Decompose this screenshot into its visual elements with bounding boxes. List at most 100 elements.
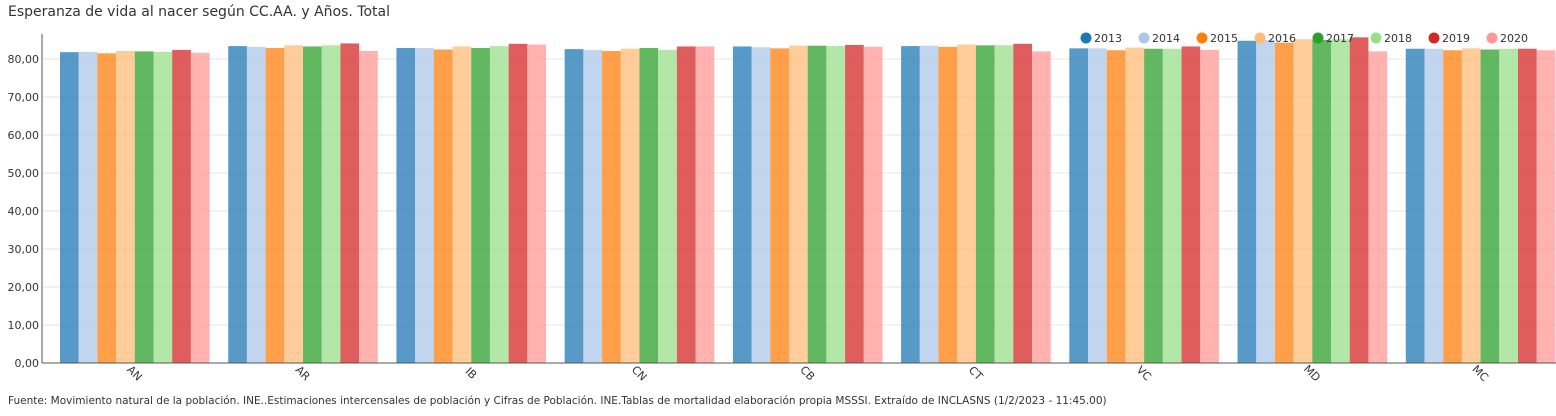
bar-CT-2015 bbox=[938, 46, 958, 364]
y-tick-label: 50,00 bbox=[8, 167, 40, 180]
bar-CB-2015 bbox=[770, 48, 789, 364]
bar-MC-2017 bbox=[1480, 49, 1500, 363]
y-tick-label: 20,00 bbox=[8, 281, 40, 294]
bar-MC-2013 bbox=[1405, 48, 1425, 364]
legend-label: 2014 bbox=[1152, 32, 1180, 45]
y-tick-label: 60,00 bbox=[8, 129, 40, 142]
legend-swatch bbox=[1080, 32, 1092, 44]
chart-source: Fuente: Movimiento natural de la poblaci… bbox=[8, 395, 1107, 407]
y-tick-label: 70,00 bbox=[8, 91, 40, 104]
legend-label: 2019 bbox=[1442, 32, 1470, 45]
y-tick-label: 80,00 bbox=[8, 53, 40, 66]
legend-swatch bbox=[1486, 32, 1498, 44]
bar-AN-2013 bbox=[60, 52, 79, 363]
bar-AN-2014 bbox=[78, 51, 98, 363]
bar-MC-2015 bbox=[1443, 50, 1462, 363]
x-tick-label: IB bbox=[462, 365, 479, 382]
bar-CB-2013 bbox=[732, 46, 752, 364]
legend-label: 2015 bbox=[1210, 32, 1238, 45]
bar-MD-2018 bbox=[1331, 39, 1350, 364]
bar-VC-2013 bbox=[1069, 48, 1089, 364]
bar-MC-2014 bbox=[1424, 48, 1444, 364]
legend-label: 2013 bbox=[1094, 32, 1122, 45]
bar-CT-2020 bbox=[1032, 51, 1051, 364]
bar-CT-2019 bbox=[1013, 43, 1033, 364]
legend-swatch bbox=[1196, 32, 1208, 44]
bar-MD-2020 bbox=[1368, 51, 1388, 364]
legend-swatch bbox=[1254, 32, 1266, 44]
bar-AR-2017 bbox=[303, 46, 322, 364]
bar-CN-2019 bbox=[676, 46, 696, 364]
bar-VC-2015 bbox=[1106, 50, 1126, 363]
bar-CB-2014 bbox=[751, 47, 771, 363]
legend-label: 2020 bbox=[1500, 32, 1528, 45]
bar-IB-2019 bbox=[508, 43, 528, 364]
x-tick-label: MC bbox=[1470, 363, 1492, 385]
bar-AR-2014 bbox=[246, 46, 266, 364]
bar-AN-2017 bbox=[134, 51, 154, 364]
bar-MD-2017 bbox=[1312, 40, 1332, 363]
x-tick-label: CT bbox=[966, 364, 986, 384]
bar-AN-2020 bbox=[190, 52, 210, 364]
bar-MC-2019 bbox=[1517, 48, 1537, 364]
bar-IB-2016 bbox=[452, 46, 472, 364]
bar-MC-2016 bbox=[1461, 48, 1481, 364]
bar-MD-2013 bbox=[1237, 40, 1257, 363]
bar-VC-2020 bbox=[1200, 49, 1219, 363]
bar-AN-2019 bbox=[172, 49, 191, 363]
bar-VC-2016 bbox=[1125, 47, 1145, 363]
bar-CB-2019 bbox=[845, 44, 864, 363]
bar-CB-2017 bbox=[807, 45, 827, 363]
x-tick-label: AN bbox=[124, 363, 144, 383]
bar-CT-2017 bbox=[975, 45, 995, 363]
legend-label: 2016 bbox=[1268, 32, 1296, 45]
legend-swatch bbox=[1312, 32, 1324, 44]
bar-CN-2017 bbox=[639, 47, 659, 363]
bar-VC-2014 bbox=[1088, 48, 1107, 364]
bar-MC-2018 bbox=[1499, 48, 1518, 364]
bar-AN-2016 bbox=[116, 51, 135, 364]
bar-CN-2015 bbox=[602, 51, 621, 364]
legend-label: 2018 bbox=[1384, 32, 1412, 45]
legend-swatch bbox=[1428, 32, 1440, 44]
bar-MD-2016 bbox=[1293, 39, 1313, 364]
bar-CN-2018 bbox=[658, 49, 677, 363]
x-tick-labels: AN AR IB CN CB CT VC MD MC bbox=[124, 362, 1491, 384]
chart-title: Esperanza de vida al nacer según CC.AA. … bbox=[8, 4, 390, 20]
bar-IB-2020 bbox=[527, 44, 547, 364]
x-tick-label: AR bbox=[293, 363, 313, 383]
bar-CN-2016 bbox=[620, 48, 640, 364]
legend-swatch bbox=[1370, 32, 1382, 44]
bar-MD-2019 bbox=[1349, 37, 1369, 364]
bar-AN-2018 bbox=[153, 51, 173, 363]
bar-AN-2015 bbox=[97, 53, 117, 364]
bar-MD-2014 bbox=[1256, 40, 1275, 363]
bar-CB-2016 bbox=[788, 45, 808, 363]
bar-MC-2020 bbox=[1536, 50, 1556, 363]
bars bbox=[60, 37, 1556, 364]
y-tick-label: 30,00 bbox=[8, 243, 40, 256]
bar-AR-2019 bbox=[340, 43, 360, 364]
y-tick-label: 10,00 bbox=[8, 319, 40, 332]
bar-VC-2017 bbox=[1144, 48, 1163, 364]
x-tick-label: CB bbox=[797, 363, 817, 383]
y-tick-label: 40,00 bbox=[8, 205, 40, 218]
bar-CT-2016 bbox=[957, 44, 976, 364]
bar-AR-2015 bbox=[265, 47, 285, 363]
bar-CN-2020 bbox=[695, 46, 715, 364]
bar-MD-2015 bbox=[1274, 42, 1294, 363]
bar-IB-2017 bbox=[471, 47, 490, 363]
bar-CN-2014 bbox=[583, 49, 603, 363]
bar-AR-2016 bbox=[284, 45, 304, 363]
bar-IB-2018 bbox=[489, 46, 509, 364]
legend-label: 2017 bbox=[1326, 32, 1354, 45]
legend-swatch bbox=[1138, 32, 1150, 44]
x-tick-label: MD bbox=[1301, 362, 1323, 384]
x-tick-label: VC bbox=[1134, 363, 1154, 383]
bar-CB-2020 bbox=[863, 46, 883, 364]
bar-CB-2018 bbox=[826, 46, 846, 364]
bar-CT-2014 bbox=[919, 45, 939, 363]
bar-AR-2018 bbox=[321, 45, 341, 363]
axes bbox=[41, 34, 1556, 364]
